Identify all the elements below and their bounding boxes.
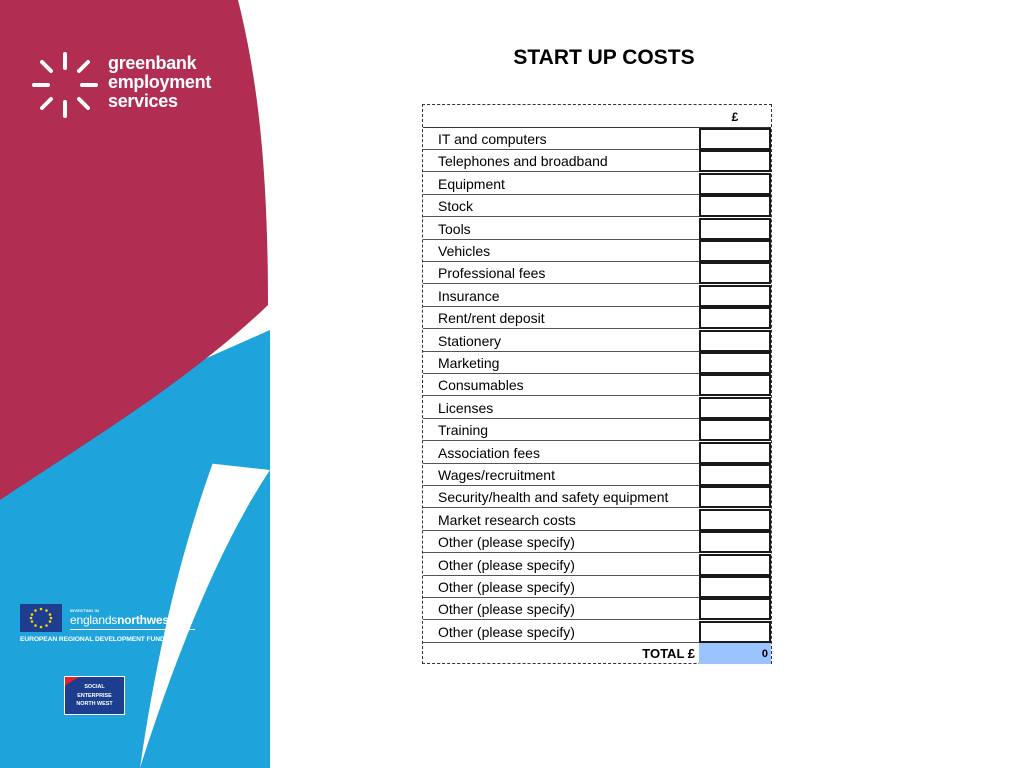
badge-line-2: ENTERPRISE — [77, 692, 112, 699]
table-row: Licenses — [423, 397, 771, 419]
cost-value-input[interactable] — [699, 218, 771, 240]
table-row: Tools — [423, 218, 771, 240]
cost-value-input[interactable] — [699, 554, 771, 576]
cost-value-input[interactable] — [699, 352, 771, 374]
cost-item-label: Other (please specify) — [423, 576, 699, 598]
table-row: Other (please specify) — [423, 598, 771, 620]
cost-item-label: Other (please specify) — [423, 621, 699, 643]
cost-value-input[interactable] — [699, 150, 771, 172]
cost-item-label: Market research costs — [423, 509, 699, 531]
side-decoration — [0, 0, 270, 768]
table-row: Training — [423, 419, 771, 441]
table-row: Insurance — [423, 285, 771, 307]
cost-value-input[interactable] — [699, 576, 771, 598]
cost-item-label: Telephones and broadband — [423, 150, 699, 172]
table-row: Stationery — [423, 330, 771, 352]
table-row: Marketing — [423, 352, 771, 374]
cost-item-label: Other (please specify) — [423, 554, 699, 576]
cost-value-input[interactable] — [699, 621, 771, 643]
cost-value-input[interactable] — [699, 598, 771, 620]
cost-item-label: Consumables — [423, 374, 699, 396]
cost-value-input[interactable] — [699, 262, 771, 284]
cost-value-input[interactable] — [699, 464, 771, 486]
cost-value-input[interactable] — [699, 419, 771, 441]
cost-item-label: Wages/recruitment — [423, 464, 699, 486]
cost-value-input[interactable] — [699, 374, 771, 396]
table-row: Telephones and broadband — [423, 150, 771, 172]
page-title: START UP COSTS — [513, 46, 695, 69]
table-row: Other (please specify) — [423, 576, 771, 598]
erdf-tagline: INVESTING IN — [70, 608, 100, 613]
table-row: Other (please specify) — [423, 531, 771, 553]
table-row: Vehicles — [423, 240, 771, 262]
cost-item-label: Security/health and safety equipment — [423, 486, 699, 508]
cost-item-label: Stationery — [423, 330, 699, 352]
cost-item-label: Training — [423, 419, 699, 441]
table-row: Wages/recruitment — [423, 464, 771, 486]
cost-value-input[interactable] — [699, 397, 771, 419]
cost-value-input[interactable] — [699, 486, 771, 508]
erdf-brand: englandsnorthwest — [70, 613, 173, 627]
logo-wordmark: greenbank employment services — [108, 54, 211, 111]
table-row: Stock — [423, 195, 771, 217]
table-row: IT and computers — [423, 128, 771, 150]
table-row: Professional fees — [423, 262, 771, 284]
cost-value-input[interactable] — [699, 509, 771, 531]
eu-flag-icon — [20, 604, 62, 632]
cost-value-input[interactable] — [699, 285, 771, 307]
table-row: Association fees — [423, 442, 771, 464]
erdf-brand-suffix: northwest — [117, 613, 173, 627]
badge-text: SOCIAL ENTERPRISE NORTH WEST — [65, 683, 124, 709]
cost-item-label: Marketing — [423, 352, 699, 374]
cost-value-input[interactable] — [699, 531, 771, 553]
cost-item-label: Licenses — [423, 397, 699, 419]
cost-item-label: Other (please specify) — [423, 598, 699, 620]
cost-item-label: IT and computers — [423, 128, 699, 150]
social-enterprise-badge: SOCIAL ENTERPRISE NORTH WEST — [64, 676, 125, 715]
cost-value-input[interactable] — [699, 442, 771, 464]
erdf-divider — [70, 629, 195, 630]
cost-value-input[interactable] — [699, 307, 771, 329]
cost-item-label: Stock — [423, 195, 699, 217]
cost-item-label: Vehicles — [423, 240, 699, 262]
cost-item-label: Association fees — [423, 442, 699, 464]
total-label: TOTAL £ — [642, 646, 695, 661]
currency-header: £ — [731, 110, 739, 124]
erdf-logo: INVESTING IN englandsnorthwest EUROPEAN … — [18, 602, 208, 650]
erdf-brand-prefix: englands — [70, 613, 118, 627]
cost-item-label: Professional fees — [423, 262, 699, 284]
table-row: Security/health and safety equipment — [423, 486, 771, 508]
cost-item-label: Tools — [423, 218, 699, 240]
cost-value-input[interactable] — [699, 330, 771, 352]
logo-line-3: services — [108, 91, 178, 111]
cost-value-input[interactable] — [699, 128, 771, 150]
header-divider — [423, 127, 771, 128]
table-row: Equipment — [423, 173, 771, 195]
cost-value-input[interactable] — [699, 195, 771, 217]
logo-line-1: greenbank — [108, 53, 197, 73]
badge-line-1: SOCIAL — [84, 684, 105, 690]
cost-item-label: Other (please specify) — [423, 531, 699, 553]
table-row: Other (please specify) — [423, 621, 771, 643]
table-row: Consumables — [423, 374, 771, 396]
sunburst-icon — [32, 52, 98, 118]
total-value: 0 — [699, 643, 771, 664]
crimson-panel — [0, 0, 268, 500]
greenbank-logo: greenbank employment services — [30, 50, 230, 122]
cost-item-label: Rent/rent deposit — [423, 307, 699, 329]
cost-item-label: Equipment — [423, 173, 699, 195]
badge-line-3: NORTH WEST — [76, 701, 113, 708]
cost-item-label: Insurance — [423, 285, 699, 307]
table-row: Other (please specify) — [423, 554, 771, 576]
table-row: Market research costs — [423, 509, 771, 531]
cost-value-input[interactable] — [699, 240, 771, 262]
erdf-fund-label: EUROPEAN REGIONAL DEVELOPMENT FUND — [20, 636, 165, 643]
start-up-costs-table: £ IT and computers Telephones and broadba… — [422, 104, 772, 664]
table-row: Rent/rent deposit — [423, 307, 771, 329]
blue-panel — [0, 330, 270, 768]
logo-line-2: employment — [108, 72, 212, 92]
cost-value-input[interactable] — [699, 173, 771, 195]
